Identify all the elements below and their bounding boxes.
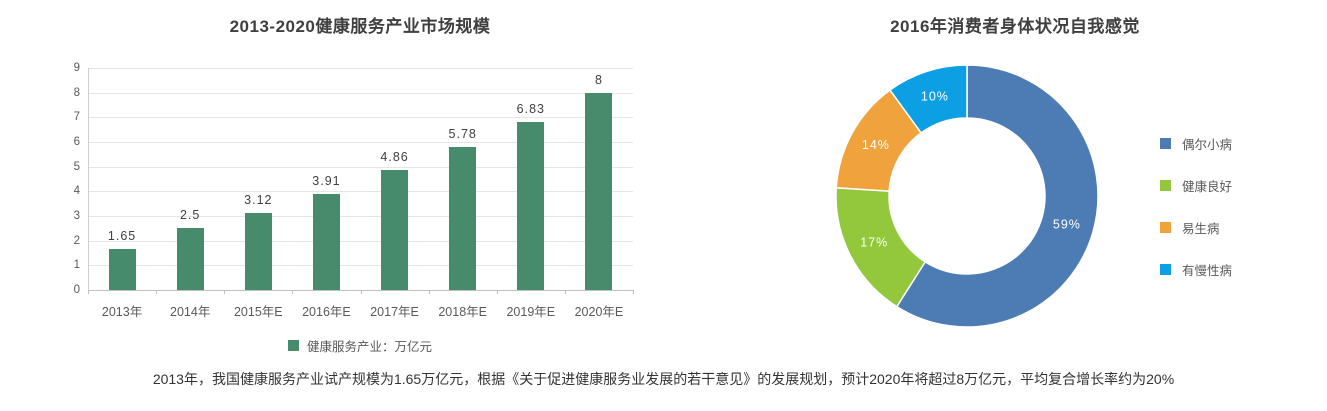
x-tick-label: 2018年E	[438, 305, 488, 319]
x-tick-label: 2015年E	[233, 305, 283, 319]
x-tick-label: 2019年E	[506, 305, 556, 319]
bar-value-label: 3.12	[244, 193, 273, 208]
caption: 2013年，我国健康服务产业试产规模为1.65万亿元，根据《关于促进健康服务业发…	[152, 371, 1175, 387]
gridline	[88, 265, 633, 267]
gridline	[88, 142, 633, 143]
bar	[449, 147, 477, 290]
bar-chart-legend: 健康服务产业：万亿元	[60, 336, 660, 355]
x-axis-tick	[496, 290, 498, 294]
donut-chart-title: 2016年消费者身体状况自我感觉	[890, 17, 1140, 36]
legend-label: 易生病	[1182, 222, 1220, 236]
legend-item: 易生病	[1160, 218, 1232, 237]
gridline	[88, 240, 633, 242]
donut-legend: 偶尔小病健康良好易生病有慢性病	[1160, 134, 1232, 279]
bar-value-label: 1.65	[107, 229, 137, 244]
legend-item: 健康良好	[1160, 176, 1232, 195]
x-tick-label: 2016年E	[302, 305, 351, 319]
x-tick-label: 2014年	[170, 305, 211, 319]
y-tick-label: 3	[73, 210, 80, 222]
bar-legend-label: 健康服务产业：万亿元	[306, 340, 432, 354]
gridline	[88, 92, 633, 94]
gridline	[88, 68, 633, 69]
y-tick-label: 2	[73, 234, 80, 247]
slice-percent-label: 14%	[862, 138, 890, 152]
legend-item: 有慢性病	[1160, 260, 1232, 279]
x-axis-tick	[156, 290, 158, 294]
slice-percent-label: 17%	[860, 235, 888, 249]
bar	[381, 170, 409, 290]
slice-percent-label: 10%	[921, 89, 949, 103]
legend-label: 有慢性病	[1182, 264, 1233, 278]
bar	[312, 193, 340, 290]
bar	[585, 92, 613, 290]
bar	[244, 213, 272, 290]
x-axis-tick	[564, 290, 566, 294]
x-axis-tick	[428, 290, 430, 294]
y-tick-label: 4	[73, 185, 80, 198]
bar-chart-plot: 0 1 2 3 4 5 6 7 8 9 1.65 2013年 2.5 2014年 3.12 2015年E 3.9…	[74, 62, 634, 319]
gridline	[88, 117, 633, 119]
bar-value-label: 4.86	[380, 150, 409, 165]
x-tick-label: 2017年E	[370, 305, 419, 319]
bar-chart-panel: 2013-2020健康服务产业市场规模 0 1 2 3 4 5 6 7 8 9 1.65 2013年 2…	[60, 12, 660, 357]
gridline	[88, 166, 633, 168]
bar-value-label: 5.78	[448, 127, 477, 142]
y-tick-label: 8	[73, 86, 80, 99]
y-tick-label: 7	[73, 111, 80, 124]
legend-swatch	[1160, 222, 1171, 233]
donut-chart: 59% 17% 14% 10%	[835, 64, 1099, 328]
legend-label: 偶尔小病	[1182, 138, 1233, 152]
x-axis-tick	[633, 290, 634, 294]
legend-label: 健康良好	[1182, 180, 1233, 194]
slice-percent-label: 59%	[1053, 217, 1081, 231]
legend-swatch	[1160, 180, 1171, 191]
gridline	[88, 191, 633, 193]
y-tick-label: 6	[73, 136, 80, 148]
legend-swatch	[1160, 138, 1171, 149]
x-axis-tick	[88, 290, 89, 294]
bar-value-label: 3.91	[312, 173, 341, 188]
donut-chart-panel: 2016年消费者身体状况自我感觉 59% 17% 14% 10% 偶尔小病健康良好易生…	[820, 12, 1320, 357]
x-tick-label: 2013年	[101, 305, 143, 319]
y-axis-line	[88, 68, 89, 291]
donut-slice	[888, 64, 968, 134]
legend-swatch	[1160, 264, 1171, 275]
y-tick-label: 9	[73, 62, 80, 74]
bar-legend-swatch	[287, 340, 299, 351]
x-tick-label: 2020年E	[574, 305, 624, 319]
bar-chart-title: 2013-2020健康服务产业市场规模	[229, 17, 491, 36]
legend-item: 偶尔小病	[1160, 134, 1232, 153]
x-axis-tick	[360, 290, 362, 294]
y-tick-label: 5	[73, 160, 80, 173]
bar	[108, 249, 136, 290]
bar-value-label: 6.83	[516, 101, 545, 116]
bar-value-label: 2.5	[179, 208, 201, 223]
donut-slice	[895, 64, 1099, 328]
y-tick-label: 0	[73, 284, 80, 296]
bar-value-label: 8	[594, 72, 603, 87]
y-tick-label: 1	[73, 259, 80, 272]
x-axis-tick	[292, 290, 294, 294]
gridline	[88, 216, 633, 217]
bar	[176, 228, 204, 290]
bar	[517, 121, 545, 290]
x-axis-tick	[224, 290, 226, 294]
